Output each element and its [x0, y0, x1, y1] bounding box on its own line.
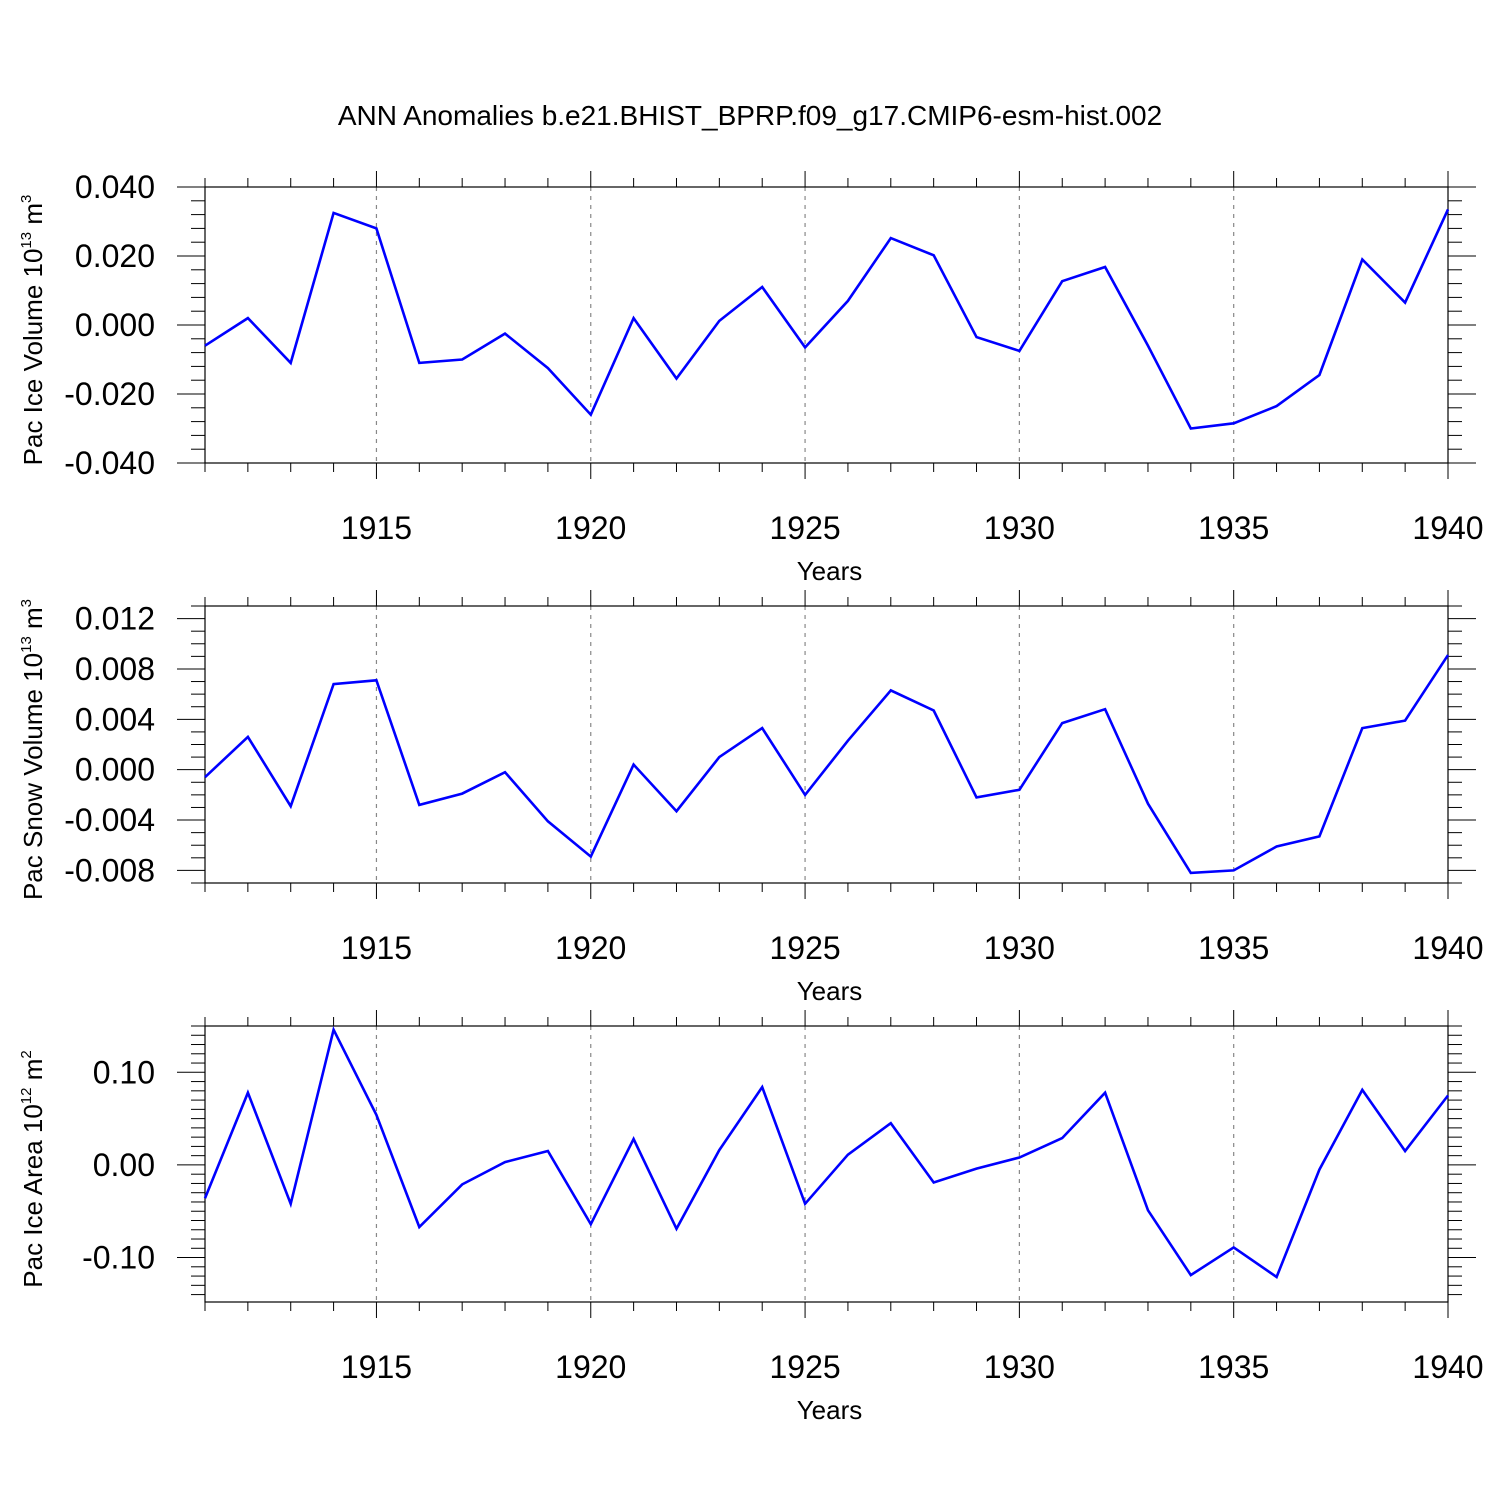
x-tick-label: 1915 — [341, 930, 412, 966]
x-tick-label: 1915 — [341, 1349, 412, 1385]
y-axis-label-unit: m — [18, 607, 48, 636]
y-tick-label: 0.020 — [75, 238, 155, 274]
y-axis-label-unit: m — [18, 203, 48, 232]
y-axis-label-unit-exponent: 3 — [18, 599, 35, 607]
y-tick-label: -0.008 — [64, 852, 155, 888]
x-axis-label: Years — [797, 556, 863, 586]
x-tick-label: 1920 — [555, 1349, 626, 1385]
y-axis-label-unit: m — [18, 1059, 48, 1088]
y-tick-label: 0.10 — [93, 1054, 155, 1090]
y-tick-label: -0.10 — [82, 1240, 155, 1276]
y-tick-label: 0.004 — [75, 701, 155, 737]
x-tick-label: 1920 — [555, 930, 626, 966]
y-tick-label: -0.040 — [64, 445, 155, 481]
x-tick-label: 1940 — [1412, 930, 1483, 966]
x-tick-label: 1915 — [341, 510, 412, 546]
y-tick-label: 0.00 — [93, 1147, 155, 1183]
y-axis-label-text: Pac Ice Area 10 — [18, 1104, 48, 1288]
plot-frame — [204, 605, 1449, 884]
panel-1: -0.040 -0.020 0.000 0.020 0.040 1915 1920 1925 1… — [18, 169, 1484, 586]
panel-3: -0.10 0.00 0.10 1915 1920 1925 1930 1935 1940 Yea… — [18, 1010, 1484, 1425]
y-tick-label: -0.020 — [64, 376, 155, 412]
y-axis-label-text: Pac Snow Volume 10 — [18, 653, 48, 900]
x-tick-label: 1925 — [769, 930, 840, 966]
y-tick-label: -0.004 — [64, 802, 155, 838]
series-line — [204, 654, 1450, 875]
y-tick-label: 0.008 — [75, 651, 155, 687]
panel-2: -0.008 -0.004 0.000 0.004 0.008 0.012 1915 1920… — [18, 590, 1484, 1006]
x-tick-label: 1920 — [555, 510, 626, 546]
y-axis-label-exponent: 13 — [18, 232, 35, 249]
plot-frame — [204, 1025, 1449, 1303]
x-tick-label: 1940 — [1412, 1349, 1483, 1385]
y-axis-label: Pac Snow Volume 1013 m3 — [18, 599, 48, 900]
x-tick-label: 1930 — [984, 1349, 1055, 1385]
y-tick-label: 0.040 — [75, 169, 155, 205]
x-tick-label: 1935 — [1198, 510, 1269, 546]
y-axis-label-unit-exponent: 2 — [18, 1050, 35, 1058]
plot-frame — [204, 186, 1449, 464]
y-tick-label: 0.000 — [75, 307, 155, 343]
y-axis-label-exponent: 13 — [18, 636, 35, 653]
y-tick-label: 0.000 — [75, 752, 155, 788]
x-tick-label: 1930 — [984, 510, 1055, 546]
series-line — [204, 208, 1450, 430]
x-tick-label: 1935 — [1198, 1349, 1269, 1385]
y-axis-label: Pac Ice Area 1012 m2 — [18, 1050, 48, 1287]
y-axis-label-exponent: 12 — [18, 1087, 35, 1104]
x-tick-label: 1935 — [1198, 930, 1269, 966]
x-tick-label: 1940 — [1412, 510, 1483, 546]
x-tick-label: 1925 — [769, 510, 840, 546]
y-axis-label-text: Pac Ice Volume 10 — [18, 249, 48, 466]
series-line — [203, 1025, 1450, 1279]
x-tick-label: 1925 — [769, 1349, 840, 1385]
x-axis-label: Years — [797, 976, 863, 1006]
chart-title: ANN Anomalies b.e21.BHIST_BPRP.f09_g17.C… — [338, 100, 1162, 131]
x-axis-label: Years — [797, 1395, 863, 1425]
x-tick-label: 1930 — [984, 930, 1055, 966]
y-tick-label: 0.012 — [75, 601, 155, 637]
y-axis-label-unit-exponent: 3 — [18, 195, 35, 203]
y-axis-label: Pac Ice Volume 1013 m3 — [18, 195, 48, 466]
